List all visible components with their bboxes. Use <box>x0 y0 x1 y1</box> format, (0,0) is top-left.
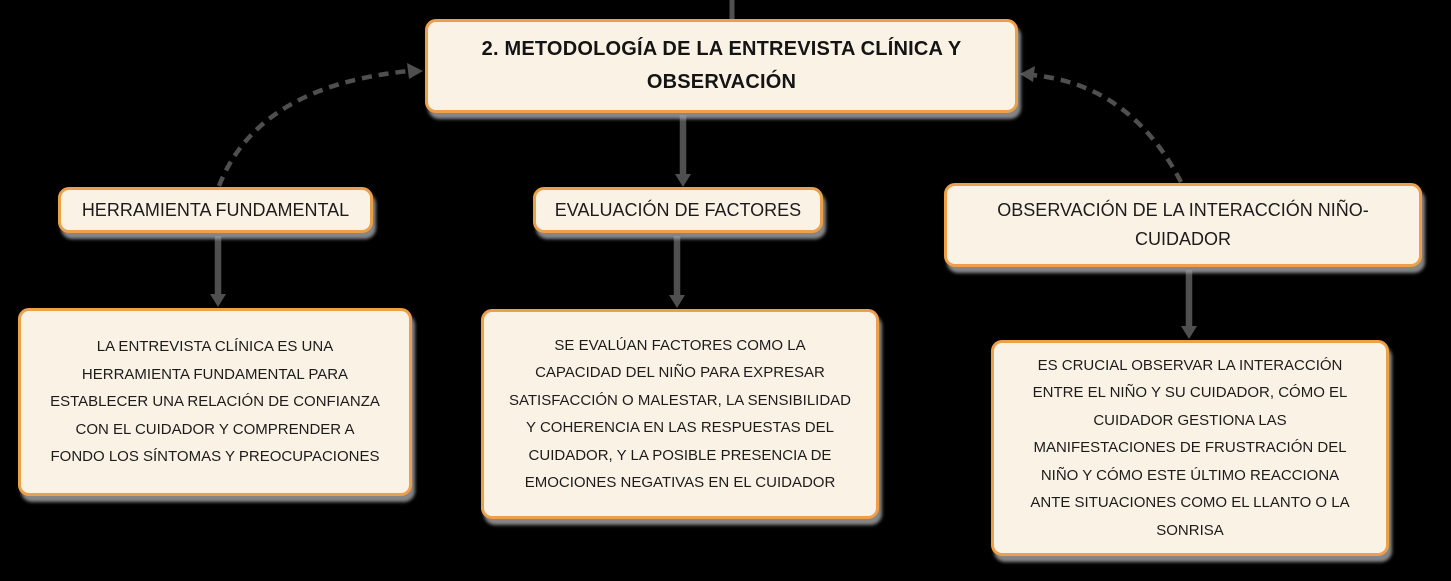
arrowhead-into-root-right <box>1020 66 1035 82</box>
arrowhead-into-root-left <box>407 63 423 79</box>
root-node-metodologia[interactable]: 2. METODOLOGÍA DE LA ENTREVISTA CLÍNICA … <box>425 19 1018 113</box>
heading-node-herramienta-fundamental[interactable]: HERRAMIENTA FUNDAMENTAL <box>58 187 373 233</box>
arrowhead-left-detail <box>210 294 226 307</box>
heading-node-observacion-interaccion[interactable]: OBSERVACIÓN DE LA INTERACCIÓN NIÑO- CUID… <box>944 183 1422 267</box>
heading-node-evaluacion-de-factores[interactable]: EVALUACIÓN DE FACTORES <box>533 187 823 233</box>
connector-root-right <box>1031 72 1183 184</box>
root-node-label: 2. METODOLOGÍA DE LA ENTREVISTA CLÍNICA … <box>481 38 962 93</box>
detail-text: ES CRUCIAL OBSERVAR LA INTERACCIÓN ENTRE… <box>1030 356 1350 539</box>
arrowhead-right-detail <box>1181 326 1197 339</box>
detail-node-observar-interaccion[interactable]: ES CRUCIAL OBSERVAR LA INTERACCIÓN ENTRE… <box>991 340 1389 556</box>
heading-label: HERRAMIENTA FUNDAMENTAL <box>81 199 350 220</box>
arrowhead-middle-heading <box>675 174 691 187</box>
detail-text: SE EVALÚAN FACTORES COMO LA CAPACIDAD DE… <box>508 336 852 492</box>
detail-node-entrevista-clinica[interactable]: LA ENTREVISTA CLÍNICA ES UNA HERRAMIENTA… <box>18 308 412 496</box>
heading-label: OBSERVACIÓN DE LA INTERACCIÓN NIÑO- CUID… <box>997 200 1369 249</box>
arrowhead-middle-detail <box>669 295 685 308</box>
heading-label: EVALUACIÓN DE FACTORES <box>554 199 802 220</box>
detail-node-factores-evaluados[interactable]: SE EVALÚAN FACTORES COMO LA CAPACIDAD DE… <box>481 309 879 519</box>
detail-text: LA ENTREVISTA CLÍNICA ES UNA HERRAMIENTA… <box>50 338 380 466</box>
connector-root-left <box>216 68 410 187</box>
